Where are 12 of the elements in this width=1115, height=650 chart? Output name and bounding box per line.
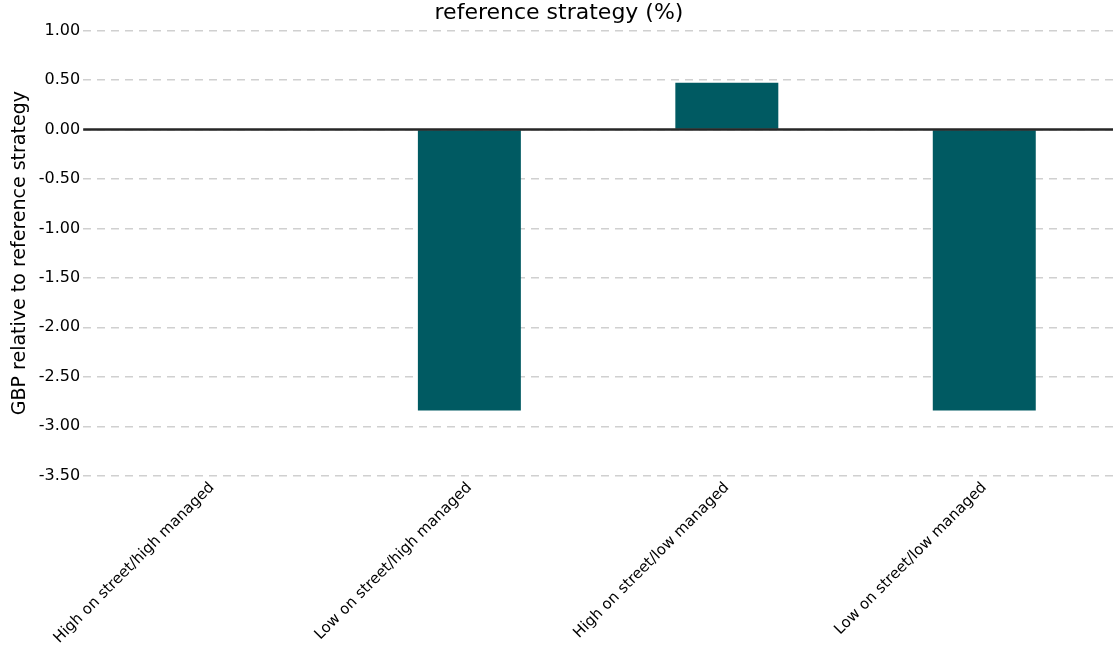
y-tick-label: 0.50 — [44, 69, 81, 89]
y-tick-label: -1.50 — [38, 267, 81, 286]
y-tick-label: 1.00 — [44, 19, 81, 39]
y-tick-label: -2.00 — [38, 316, 81, 336]
chart-title: reference strategy (%) — [434, 0, 684, 24]
y-tick-label: -3.00 — [38, 415, 81, 435]
y-tick-label: 0.00 — [44, 118, 81, 138]
y-tick-label: -2.50 — [38, 365, 81, 385]
y-axis-title: GBP relative to reference strategy — [7, 91, 30, 416]
y-tick-label: -0.50 — [38, 168, 81, 188]
y-tick-label: -3.50 — [38, 464, 81, 484]
y-tick-label: -1.00 — [38, 217, 81, 237]
